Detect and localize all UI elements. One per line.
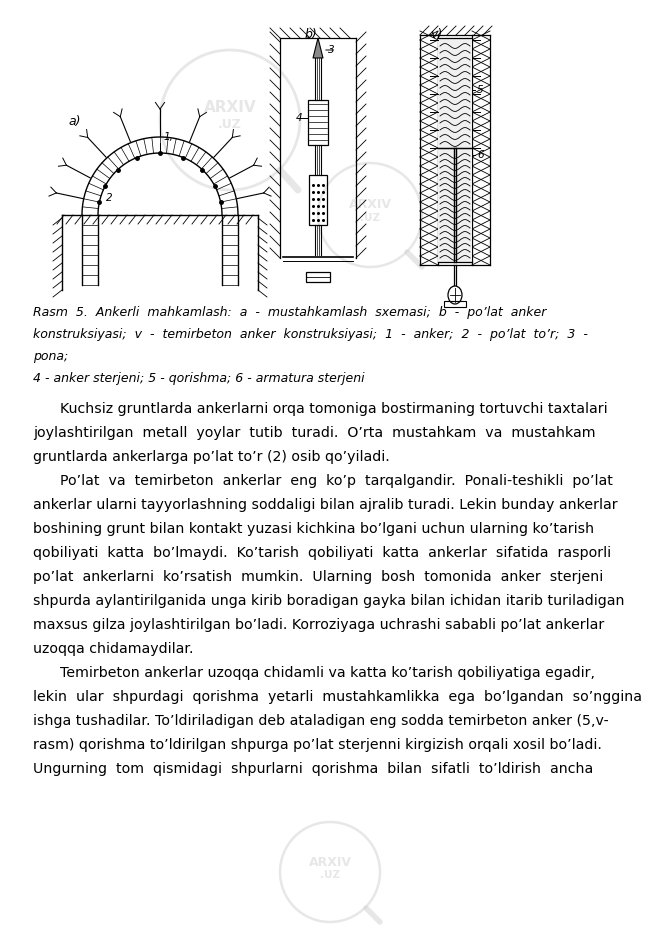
Text: .UZ: .UZ [360,213,380,223]
Bar [306,272,330,282]
Text: gruntlarda ankerlarga po’lat to’r (2) osib qo’yiladi.: gruntlarda ankerlarga po’lat to’r (2) os… [33,450,390,464]
Text: ankerlar ularni tayyorlashning soddaligi bilan ajralib turadi. Lekin bunday anke: ankerlar ularni tayyorlashning soddaligi… [33,498,617,512]
Bar [308,100,328,145]
Text: shpurda aylantirilganida unga kirib boradigan gayka bilan ichidan itarib turilad: shpurda aylantirilganida unga kirib bora… [33,594,625,608]
Bar [309,175,327,225]
Bar [444,301,466,307]
Text: joylashtirilgan  metall  yoylar  tutib  turadi.  O’rta  mustahkam  va  mustahkam: joylashtirilgan metall yoylar tutib tura… [33,426,596,440]
Text: Rasm  5.  Ankerli  mahkamlash:  a  -  mustahkamlash  sxemasi;  b  -  po’lat  ank: Rasm 5. Ankerli mahkamlash: a - mustahka… [33,306,547,319]
Text: uzoqqa chidamaydilar.: uzoqqa chidamaydilar. [33,642,194,656]
Text: .UZ: .UZ [320,870,340,880]
Text: lekin  ular  shpurdagi  qorishma  yetarli  mustahkamlikka  ega  bo’lgandan  so’n: lekin ular shpurdagi qorishma yetarli mu… [33,690,642,704]
Text: 2: 2 [106,193,112,203]
Text: 4: 4 [296,113,303,123]
Text: Temirbeton ankerlar uzoqqa chidamli va katta ko’tarish qobiliyatiga egadir,: Temirbeton ankerlar uzoqqa chidamli va k… [33,666,595,680]
Text: ARXIV: ARXIV [348,198,391,211]
Text: qobiliyati  katta  bo’lmaydi.  Ko’tarish  qobiliyati  katta  ankerlar  sifatida : qobiliyati katta bo’lmaydi. Ko’tarish qo… [33,546,611,560]
Text: v): v) [430,28,442,41]
Text: a): a) [68,115,81,128]
Text: ARXIV: ARXIV [309,856,352,869]
Text: Ungurning  tom  qismidagi  shpurlarni  qorishma  bilan  sifatli  to’ldirish  anc: Ungurning tom qismidagi shpurlarni qoris… [33,762,594,776]
Bar [438,148,472,262]
Text: ishga tushadilar. To’ldiriladigan deb ataladigan eng sodda temirbeton anker (5,v: ishga tushadilar. To’ldiriladigan deb at… [33,714,609,728]
Text: boshining grunt bilan kontakt yuzasi kichkina bo’lgani uchun ularning ko’tarish: boshining grunt bilan kontakt yuzasi kic… [33,522,594,536]
Text: .UZ: .UZ [218,118,242,131]
Text: pona;: pona; [33,350,68,363]
Text: konstruksiyasi;  v  -  temirbeton  anker  konstruksiyasi;  1  -  anker;  2  -  p: konstruksiyasi; v - temirbeton anker kon… [33,328,588,341]
Text: Po’lat  va  temirbeton  ankerlar  eng  ko’p  tarqalgandir.  Ponali-teshikli  po’: Po’lat va temirbeton ankerlar eng ko’p t… [33,474,613,488]
Text: b): b) [305,28,318,41]
Text: 1,: 1, [164,132,174,142]
Text: rasm) qorishma to’ldirilgan shpurga po’lat sterjenni kirgizish orqali xosil bo’l: rasm) qorishma to’ldirilgan shpurga po’l… [33,738,602,752]
Polygon shape [313,38,323,58]
Text: 6: 6 [477,150,484,160]
Text: 3: 3 [328,45,334,55]
Text: ARXIV: ARXIV [204,100,256,116]
Text: 4 - anker sterjeni; 5 - qorishma; 6 - armatura sterjeni: 4 - anker sterjeni; 5 - qorishma; 6 - ar… [33,372,365,385]
Bar [438,38,472,148]
Text: maxsus gilza joylashtirilgan bo’ladi. Korroziyaga uchrashi sababli po’lat ankerl: maxsus gilza joylashtirilgan bo’ladi. Ko… [33,618,604,632]
Text: po’lat  ankerlarni  ko’rsatish  mumkin.  Ularning  bosh  tomonida  anker  sterje: po’lat ankerlarni ko’rsatish mumkin. Ula… [33,570,603,584]
Text: Kuchsiz gruntlarda ankerlarni orqa tomoniga bostirmaning tortuvchi taxtalari: Kuchsiz gruntlarda ankerlarni orqa tomon… [33,402,607,416]
Text: 5: 5 [477,85,484,95]
